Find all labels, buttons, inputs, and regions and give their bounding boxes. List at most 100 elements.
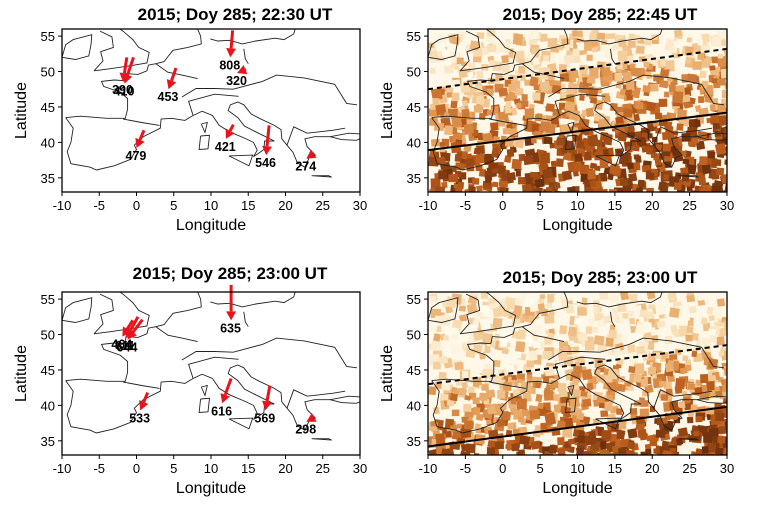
heatmap-cell [605, 337, 614, 347]
wind-arrow-shaft [129, 316, 140, 331]
heatmap-cell [593, 139, 603, 148]
heatmap-cell [562, 427, 573, 438]
heatmap-cell [718, 78, 726, 86]
heatmap-cell [669, 84, 676, 92]
heatmap-cell [443, 112, 450, 118]
heatmap-cell [664, 335, 673, 345]
heatmap-cell [709, 118, 716, 124]
heatmap-cell [441, 181, 448, 189]
heatmap-cell [560, 298, 567, 305]
wind-arrow-head [127, 329, 137, 340]
heatmap-cell [711, 35, 722, 47]
heatmap-cell [637, 179, 645, 188]
heatmap-cell [472, 319, 479, 325]
heatmap-cell [686, 37, 693, 43]
heatmap-cell [430, 87, 443, 101]
heatmap-cell [632, 144, 640, 152]
heatmap-cell [433, 406, 440, 415]
heatmap-cell [572, 389, 582, 399]
heatmap-cell [612, 445, 619, 453]
heatmap-cell [540, 423, 548, 430]
heatmap-cell [655, 429, 666, 438]
heatmap-cell [591, 47, 598, 53]
heatmap-cell [562, 345, 569, 352]
x-tick-label: 10 [570, 461, 584, 476]
heatmap-cell [665, 59, 675, 70]
heatmap-cell [687, 383, 696, 390]
heatmap-cell [454, 171, 462, 177]
heatmap-cell [585, 107, 595, 118]
coastline [653, 126, 713, 146]
x-axis-label: Longitude [176, 217, 246, 234]
heatmap-cell [620, 292, 629, 301]
heatmap-cell [711, 56, 718, 64]
heatmap-cell [708, 315, 715, 322]
heatmap-cell [616, 408, 623, 415]
heatmap-cell [475, 153, 486, 165]
heatmap-cell [461, 382, 468, 389]
coastline [123, 118, 160, 126]
heatmap-cell [697, 299, 706, 306]
heatmap-cell [601, 66, 612, 78]
y-tick-label: 40 [407, 398, 421, 413]
heatmap-cell [501, 63, 510, 73]
heatmap-cell [512, 428, 520, 435]
heatmap-cell [464, 420, 473, 430]
heatmap-cell [721, 384, 727, 392]
heatmap-cell [707, 328, 717, 337]
heatmap-cell [471, 177, 480, 185]
heatmap-cell [545, 103, 556, 112]
heatmap-cell [588, 318, 595, 326]
heatmap-cell [609, 293, 620, 303]
heatmap-cell [456, 150, 463, 156]
coastline [521, 63, 565, 80]
heatmap-cell [515, 102, 522, 109]
heatmap-cell [577, 332, 588, 343]
heatmap-cell [529, 171, 537, 178]
heatmap-cell [476, 32, 485, 40]
coastline [460, 292, 517, 335]
heatmap-cell [660, 394, 668, 401]
heatmap-cell [535, 393, 543, 403]
coastline [548, 74, 725, 106]
heatmap-cell [681, 132, 691, 142]
heatmap-cell [488, 429, 499, 439]
heatmap-cell [622, 71, 633, 82]
heatmap-cell [621, 438, 630, 448]
x-tick-label: 30 [720, 461, 734, 476]
heatmap-cell [681, 173, 690, 182]
wind-arrow-head [226, 311, 237, 321]
heatmap-cell [600, 410, 609, 418]
heatmap-cell [559, 73, 570, 82]
heatmap-cell [671, 148, 679, 156]
heatmap-cell [649, 83, 659, 92]
heatmap-cell [674, 29, 682, 37]
heatmap-cell [436, 156, 447, 166]
heatmap-cell [545, 187, 553, 192]
heatmap-cell [477, 312, 483, 317]
heatmap-cell [461, 370, 469, 379]
heatmap-cell [662, 143, 671, 152]
heatmap-cell [440, 448, 451, 455]
heatmap-cell [558, 102, 566, 110]
heatmap-cell [637, 428, 648, 439]
heatmap-cell [644, 322, 652, 331]
x-tick-label: 5 [170, 461, 177, 476]
heatmap-cell [677, 427, 689, 437]
heatmap-cell [723, 319, 727, 330]
heatmap-cell [597, 343, 607, 352]
coastline [200, 384, 208, 397]
heatmap-cell [429, 67, 436, 74]
heatmap-cell [501, 54, 509, 64]
heatmap-cell [534, 178, 545, 188]
heatmap-cell [665, 39, 674, 48]
heatmap-cell [666, 374, 676, 383]
wind-arrow-shaft [228, 123, 235, 132]
plot-background [62, 29, 360, 192]
heatmap-cell [492, 181, 499, 188]
heatmap-cell [701, 164, 712, 175]
heatmap-cell [556, 138, 565, 146]
heatmap-cell [682, 355, 689, 361]
heatmap-cell [451, 116, 463, 128]
heatmap-cell [446, 399, 455, 407]
